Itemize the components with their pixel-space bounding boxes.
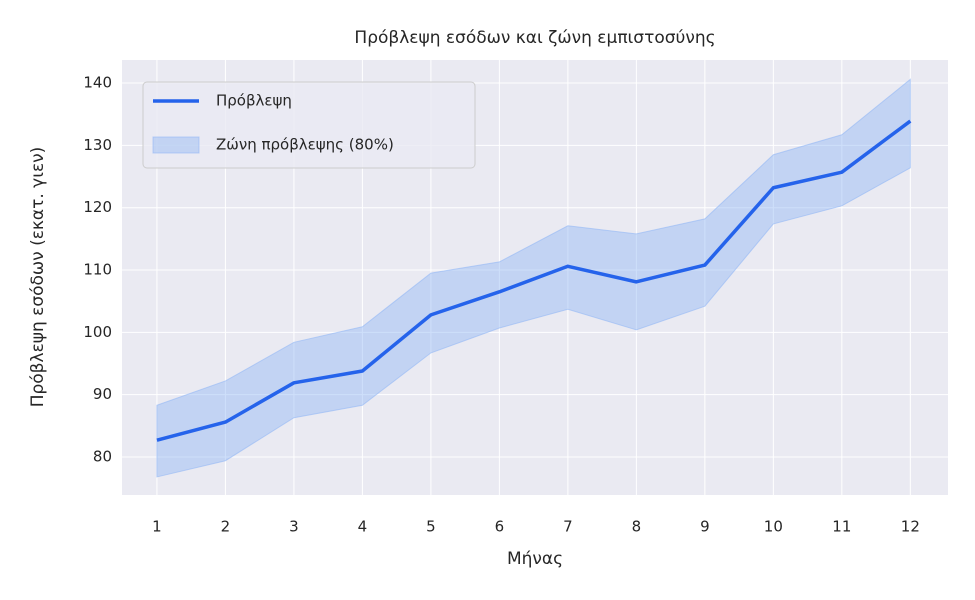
chart-title: Πρόβλεψη εσόδων και ζώνη εμπιστοσύνης [354,28,715,48]
forecast-line [156,119,912,442]
x-tick-label: 6 [495,518,505,536]
x-tick-label: 8 [632,518,642,536]
y-axis-label: Πρόβλεψη εσόδων (εκατ. γιεν) [28,147,48,408]
y-tick-label: 110 [83,261,112,279]
y-tick-label: 80 [93,447,112,465]
x-tick-label: 12 [901,518,920,536]
x-tick-label: 3 [289,518,299,536]
x-tick-label: 2 [221,518,231,536]
marks [156,78,912,478]
legend-label: Πρόβλεψη [216,92,292,110]
x-tick-label: 11 [832,518,851,536]
legend-swatch [152,136,200,154]
x-tick-label: 9 [700,518,710,536]
y-tick-label: 140 [83,74,112,92]
legend: Πρόβλεψη Ζώνη πρόβλεψης (80%) [142,81,476,169]
y-tick-label: 90 [93,385,112,403]
x-tick-label: 7 [563,518,573,536]
y-tick-label: 100 [83,323,112,341]
legend-box [142,81,476,169]
y-tick-label: 130 [83,136,112,154]
x-tick-label: 4 [358,518,368,536]
legend-label: Ζώνη πρόβλεψης (80%) [216,136,394,154]
x-tick-label: 5 [426,518,436,536]
x-axis-label: Μήνας [507,549,563,569]
x-tick-label: 1 [152,518,162,536]
x-tick-label: 10 [764,518,783,536]
y-tick-label: 120 [83,198,112,216]
